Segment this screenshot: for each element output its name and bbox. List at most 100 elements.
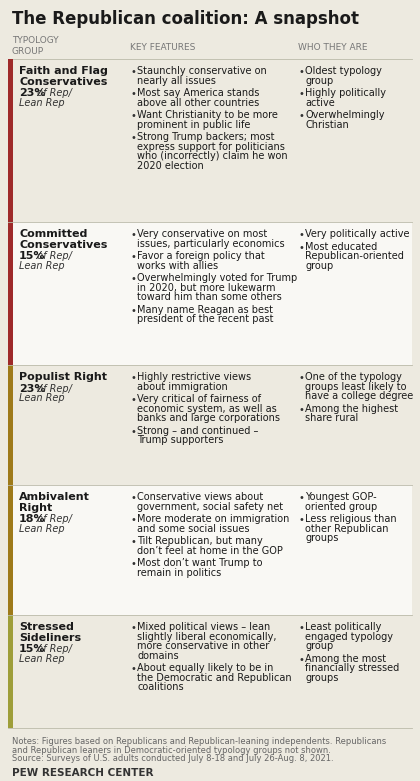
Text: 15%: 15% — [19, 251, 45, 262]
Text: 18%: 18% — [19, 515, 46, 524]
Text: 2020 election: 2020 election — [137, 161, 204, 171]
Text: One of the typology: One of the typology — [305, 373, 402, 383]
Text: •: • — [298, 243, 304, 253]
Text: •: • — [298, 373, 304, 383]
Text: groups least likely to: groups least likely to — [305, 382, 407, 392]
Text: president of the recent past: president of the recent past — [137, 314, 273, 324]
Bar — [8, 366, 13, 485]
Text: Least politically: Least politically — [305, 622, 381, 633]
Bar — [8, 485, 13, 615]
Bar — [8, 615, 13, 729]
Text: coalitions: coalitions — [137, 683, 184, 692]
Text: Most say America stands: Most say America stands — [137, 88, 260, 98]
Text: Christian: Christian — [305, 119, 349, 130]
Text: •: • — [130, 494, 136, 503]
Text: Republican-oriented: Republican-oriented — [305, 251, 404, 262]
Text: Notes: Figures based on Republicans and Republican-leaning independents. Republi: Notes: Figures based on Republicans and … — [12, 737, 386, 747]
Text: Among the highest: Among the highest — [305, 404, 398, 414]
Text: Trump supporters: Trump supporters — [137, 435, 223, 445]
Text: •: • — [298, 654, 304, 665]
Text: •: • — [130, 559, 136, 569]
Text: Populist Right: Populist Right — [19, 373, 107, 383]
Text: and Republican leaners in Democratic-oriented typology groups not shown.: and Republican leaners in Democratic-ori… — [12, 746, 331, 754]
Text: Strong Trump backers; most: Strong Trump backers; most — [137, 132, 275, 142]
Text: express support for politicians: express support for politicians — [137, 142, 285, 152]
Text: •: • — [298, 494, 304, 503]
Text: of Rep/: of Rep/ — [34, 383, 72, 394]
Text: Source: Surveys of U.S. adults conducted July 8-18 and July 26-Aug. 8, 2021.: Source: Surveys of U.S. adults conducted… — [12, 754, 333, 763]
Text: •: • — [130, 395, 136, 405]
Text: group: group — [305, 641, 333, 651]
Text: have a college degree: have a college degree — [305, 391, 413, 401]
Text: Many name Reagan as best: Many name Reagan as best — [137, 305, 273, 315]
Text: Overwhelmingly voted for Trump: Overwhelmingly voted for Trump — [137, 273, 297, 284]
Text: Highly restrictive views: Highly restrictive views — [137, 373, 251, 383]
Text: •: • — [298, 405, 304, 415]
Text: in 2020, but more lukewarm: in 2020, but more lukewarm — [137, 283, 276, 293]
Text: About equally likely to be in: About equally likely to be in — [137, 663, 273, 673]
Text: The Republican coalition: A snapshot: The Republican coalition: A snapshot — [12, 10, 359, 28]
Text: Lean Rep: Lean Rep — [19, 394, 65, 403]
Text: groups: groups — [305, 533, 339, 544]
Text: Tilt Republican, but many: Tilt Republican, but many — [137, 537, 263, 546]
Text: group: group — [305, 76, 333, 86]
Bar — [8, 223, 412, 366]
Text: •: • — [130, 665, 136, 674]
Text: above all other countries: above all other countries — [137, 98, 259, 108]
Text: KEY FEATURES: KEY FEATURES — [130, 43, 195, 52]
Text: More moderate on immigration: More moderate on immigration — [137, 515, 289, 524]
Bar — [8, 485, 412, 615]
Bar — [8, 366, 412, 485]
Text: Lean Rep: Lean Rep — [19, 98, 65, 108]
Text: Highly politically: Highly politically — [305, 88, 386, 98]
Text: Most don’t want Trump to: Most don’t want Trump to — [137, 558, 262, 569]
Text: banks and large corporations: banks and large corporations — [137, 413, 280, 423]
Text: Faith and Flag: Faith and Flag — [19, 66, 108, 77]
Text: •: • — [130, 274, 136, 284]
Text: •: • — [298, 623, 304, 633]
Text: don’t feel at home in the GOP: don’t feel at home in the GOP — [137, 546, 283, 556]
Text: Sideliners: Sideliners — [19, 633, 81, 643]
Text: about immigration: about immigration — [137, 382, 228, 392]
Text: financially stressed: financially stressed — [305, 663, 399, 673]
Text: government, social safety net: government, social safety net — [137, 502, 283, 512]
Text: •: • — [130, 230, 136, 241]
Text: prominent in public life: prominent in public life — [137, 119, 250, 130]
Text: groups: groups — [305, 672, 339, 683]
Text: •: • — [130, 252, 136, 262]
Bar — [8, 223, 13, 366]
Text: •: • — [130, 515, 136, 526]
Text: •: • — [130, 373, 136, 383]
Text: Very conservative on most: Very conservative on most — [137, 230, 267, 239]
Text: •: • — [130, 134, 136, 143]
Text: TYPOLOGY
GROUP: TYPOLOGY GROUP — [12, 36, 59, 56]
Text: other Republican: other Republican — [305, 524, 389, 533]
Text: of Rep/: of Rep/ — [34, 515, 72, 524]
Text: Favor a foreign policy that: Favor a foreign policy that — [137, 251, 265, 262]
Text: Very politically active: Very politically active — [305, 230, 410, 239]
Text: Most educated: Most educated — [305, 242, 377, 251]
Text: Overwhelmingly: Overwhelmingly — [305, 110, 384, 120]
Text: remain in politics: remain in politics — [137, 568, 221, 578]
Text: Lean Rep: Lean Rep — [19, 524, 65, 533]
Text: Mixed political views – lean: Mixed political views – lean — [137, 622, 270, 633]
Text: Very critical of fairness of: Very critical of fairness of — [137, 394, 261, 405]
Text: economic system, as well as: economic system, as well as — [137, 404, 277, 414]
Text: active: active — [305, 98, 335, 108]
Text: domains: domains — [137, 651, 178, 661]
Text: •: • — [130, 112, 136, 121]
Bar — [8, 615, 412, 729]
Text: •: • — [130, 537, 136, 547]
Text: Stressed: Stressed — [19, 622, 74, 633]
Text: and some social issues: and some social issues — [137, 524, 249, 533]
Text: 23%: 23% — [19, 383, 45, 394]
Text: works with allies: works with allies — [137, 261, 218, 271]
Text: 23%: 23% — [19, 88, 45, 98]
Text: of Rep/: of Rep/ — [34, 644, 72, 654]
Text: Less religious than: Less religious than — [305, 515, 396, 524]
Bar — [8, 59, 412, 223]
Text: WHO THEY ARE: WHO THEY ARE — [298, 43, 368, 52]
Text: •: • — [130, 67, 136, 77]
Text: issues, particularly economics: issues, particularly economics — [137, 239, 285, 249]
Text: Lean Rep: Lean Rep — [19, 654, 65, 664]
